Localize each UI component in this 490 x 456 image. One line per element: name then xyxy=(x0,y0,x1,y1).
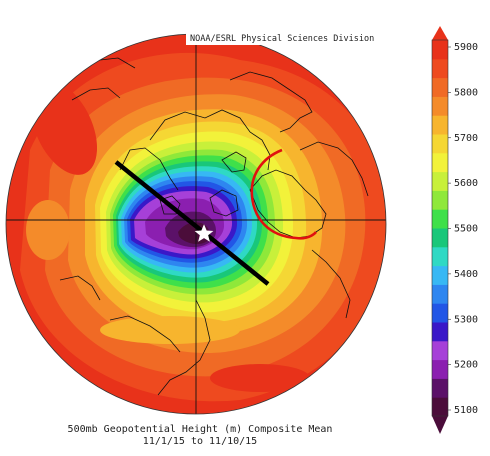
colorbar-swatch xyxy=(432,171,448,191)
colorbar-tick-label: 5500 xyxy=(454,224,478,235)
colorbar-swatch xyxy=(432,190,448,210)
colorbar-swatch xyxy=(432,96,448,116)
colorbar-swatch xyxy=(432,152,448,173)
colorbar-swatch xyxy=(432,265,448,285)
colorbar-swatch xyxy=(432,77,448,97)
height-field xyxy=(6,34,386,414)
caption-title: 500mb Geopotential Height (m) Composite … xyxy=(67,424,333,435)
colorbar-swatch xyxy=(432,284,448,304)
colorbar-tick-label: 5900 xyxy=(454,42,478,53)
colorbar-tick-label: 5200 xyxy=(454,360,478,371)
colorbar-tick-label: 5600 xyxy=(454,178,478,189)
colorbar-swatch xyxy=(432,340,448,361)
colorbar-swatch xyxy=(432,303,448,323)
coastlines xyxy=(59,57,371,396)
colorbar-min-arrow xyxy=(432,416,448,434)
colorbar-tick-label: 5300 xyxy=(454,314,478,325)
colorbar-outline xyxy=(431,39,449,417)
pole-star-icon xyxy=(194,224,214,242)
trough-axis-line xyxy=(114,160,270,286)
colorbar-tick-label: 5400 xyxy=(454,269,478,280)
credit-label: NOAA/ESRL Physical Sciences Division xyxy=(186,33,379,45)
colorbar: 5900 5800 5700 5600 5500 5400 5300 5200 5100 xyxy=(431,26,478,434)
colorbar-swatch xyxy=(432,246,448,267)
colorbar-swatch xyxy=(432,134,448,154)
colorbar-swatch xyxy=(432,40,448,60)
colorbar-tick-label: 5700 xyxy=(454,133,478,144)
colorbar-tick-label: 5100 xyxy=(454,405,478,416)
colorbar-swatch xyxy=(432,397,448,417)
colorbar-swatch xyxy=(432,58,448,79)
colorbar-swatch xyxy=(432,228,448,248)
colorbar-swatch xyxy=(432,359,448,379)
ridge-highlight-circle xyxy=(250,148,318,240)
colorbar-swatch xyxy=(432,322,448,342)
colorbar-tick-label: 5800 xyxy=(454,87,478,98)
colorbar-swatch xyxy=(432,115,448,135)
colorbar-max-arrow xyxy=(432,26,448,40)
colorbar-swatch xyxy=(432,378,448,398)
colorbar-swatch xyxy=(432,209,448,229)
caption-date-range: 11/1/15 to 11/10/15 xyxy=(142,436,258,447)
